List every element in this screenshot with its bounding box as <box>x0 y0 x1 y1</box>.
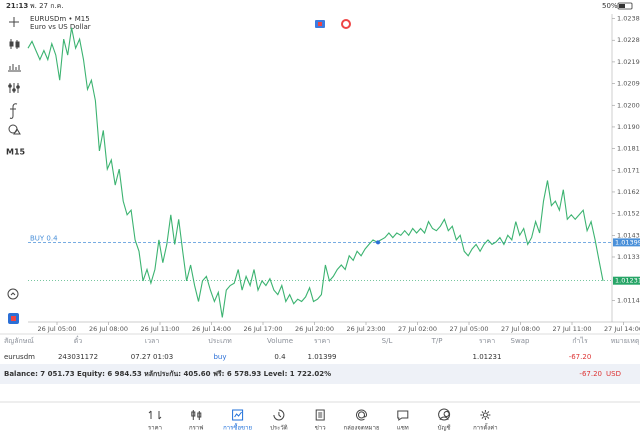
nav-label[interactable]: กราฟ <box>189 425 203 432</box>
account-summary: Balance: 7 051.73 Equity: 6 984.53 หลักป… <box>4 370 331 378</box>
nav-label[interactable]: การตั้งค่า <box>473 422 497 432</box>
column-header: ตั๋ว <box>74 336 83 345</box>
nav-label[interactable]: ข่าว <box>315 425 326 432</box>
battery-icon <box>617 2 633 10</box>
column-header: Swap <box>511 337 530 345</box>
signal-icon[interactable] <box>341 19 351 29</box>
price-line-label: BUY 0.4 <box>30 234 58 242</box>
column-header: เวลา <box>145 337 160 345</box>
left-toolbar <box>7 17 21 300</box>
nav-icon[interactable] <box>480 410 491 420</box>
cell-price[interactable]: 1.01399 <box>308 353 337 361</box>
y-tick-label: 1.01335 <box>617 253 640 261</box>
y-tick-label: 1.02190 <box>617 58 640 66</box>
chart-title: EURUSDm • M15 <box>30 15 90 23</box>
y-tick-label: 1.02380 <box>617 15 640 23</box>
cell-ticket[interactable]: 243031172 <box>58 353 98 361</box>
y-tick-label: 1.02095 <box>617 80 640 88</box>
x-tick-label: 26 Jul 20:00 <box>295 325 334 333</box>
y-tick-label: 1.01620 <box>617 188 640 196</box>
chart-subtitle: Euro vs US Dollar <box>30 23 91 31</box>
chart-type-tool[interactable] <box>9 39 20 49</box>
objects-tool[interactable] <box>8 124 21 135</box>
column-header: Volume <box>267 337 293 345</box>
column-header: หมายเหตุ <box>611 337 640 345</box>
status-battery: 50% <box>602 2 618 10</box>
entry-marker <box>376 240 380 245</box>
trade-icon-inner <box>11 316 16 321</box>
y-tick-label: 1.01525 <box>617 210 640 218</box>
cell-type[interactable]: buy <box>213 353 226 361</box>
x-tick-label: 27 Jul 08:00 <box>501 325 540 333</box>
status-date: พ. 27 ก.ค. <box>30 2 64 10</box>
price-tag-label: 1.01399 <box>615 238 640 246</box>
y-tick-label: 1.02285 <box>617 36 640 44</box>
x-tick-label: 26 Jul 05:00 <box>38 325 77 333</box>
price-tag <box>613 238 640 247</box>
column-header: กำไร <box>572 336 588 345</box>
nav-icon[interactable] <box>232 409 244 421</box>
account-currency: USD <box>606 370 621 378</box>
x-tick-label: 26 Jul 14:00 <box>192 325 231 333</box>
function-tool[interactable] <box>9 103 18 119</box>
column-header: ราคา <box>314 337 330 345</box>
y-tick-label: 1.02000 <box>617 101 640 109</box>
nav-icon[interactable] <box>397 410 409 421</box>
nav-label[interactable]: บัญชี <box>438 424 451 432</box>
x-tick-label: 27 Jul 11:00 <box>553 325 592 333</box>
x-tick-label: 27 Jul 05:00 <box>450 325 489 333</box>
column-header: ราคา <box>479 337 495 345</box>
settings-tool[interactable] <box>8 83 20 93</box>
nav-label[interactable]: แชท <box>397 425 409 432</box>
price-tag <box>613 276 640 285</box>
x-tick-label: 27 Jul 02:00 <box>398 325 437 333</box>
nav-label[interactable]: ประวัติ <box>270 425 288 432</box>
nav-label[interactable]: การซื้อขาย <box>223 422 252 432</box>
price-line-series <box>27 27 604 318</box>
nav-icon[interactable] <box>315 409 325 421</box>
nav-label[interactable]: กล่องจดหมาย <box>343 425 379 432</box>
status-time: 21:13 <box>6 2 28 10</box>
crosshair-tool[interactable] <box>9 17 19 27</box>
account-bar <box>0 364 640 384</box>
nav-icon[interactable] <box>191 410 202 420</box>
zoom-tool[interactable] <box>7 288 19 300</box>
y-tick-label: 1.01715 <box>617 166 640 174</box>
y-tick-label: 1.01810 <box>617 145 640 153</box>
cell-volume[interactable]: 0.4 <box>274 353 286 361</box>
cell-time[interactable]: 07.27 01:03 <box>131 353 173 361</box>
column-header: S/L <box>382 337 393 345</box>
column-header: T/P <box>431 337 443 345</box>
cell-current-price[interactable]: 1.01231 <box>473 353 502 361</box>
x-tick-label: 26 Jul 11:00 <box>141 325 180 333</box>
timeframe[interactable]: M15 <box>6 148 26 157</box>
x-tick-label: 27 Jul 14:00 <box>604 325 640 333</box>
y-tick-label: 1.01905 <box>617 123 640 131</box>
account-profit: -67.20 <box>579 370 602 378</box>
x-tick-label: 26 Jul 17:00 <box>244 325 283 333</box>
nav-icon[interactable] <box>438 408 451 421</box>
column-header: สัญลักษณ์ <box>4 337 34 345</box>
y-tick-label: 1.01430 <box>617 231 640 239</box>
x-tick-label: 26 Jul 08:00 <box>89 325 128 333</box>
x-tick-label: 26 Jul 23:00 <box>347 325 386 333</box>
column-header: ประเภท <box>208 337 232 345</box>
cell-symbol[interactable]: eurusdm <box>4 353 35 361</box>
nav-icon[interactable] <box>148 410 162 420</box>
nav-icon[interactable] <box>273 409 285 421</box>
price-tag-label: 1.01231 <box>615 277 640 285</box>
y-tick-label: 1.01145 <box>617 296 640 304</box>
battery-level <box>619 4 625 8</box>
indicators-tool[interactable] <box>8 64 21 72</box>
nav-label[interactable]: ราคา <box>148 425 162 432</box>
cell-profit[interactable]: -67.20 <box>569 353 592 361</box>
nav-icon[interactable] <box>356 409 368 421</box>
one-click-inner <box>318 22 322 26</box>
